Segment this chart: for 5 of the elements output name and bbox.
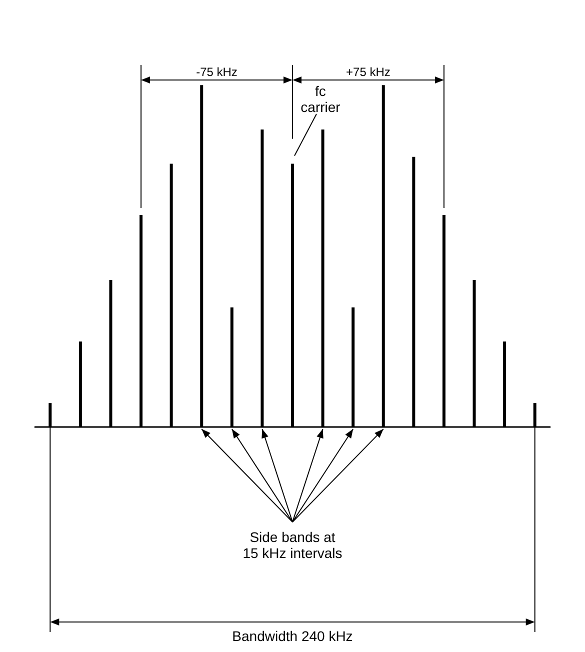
text: Side bands at 15 kHz intervals [242,529,342,561]
text: -75 kHz [196,65,238,79]
annotation: fc carrier [300,83,341,115]
text: +75 kHz [346,65,390,79]
text: Bandwidth 240 kHz [232,628,353,644]
